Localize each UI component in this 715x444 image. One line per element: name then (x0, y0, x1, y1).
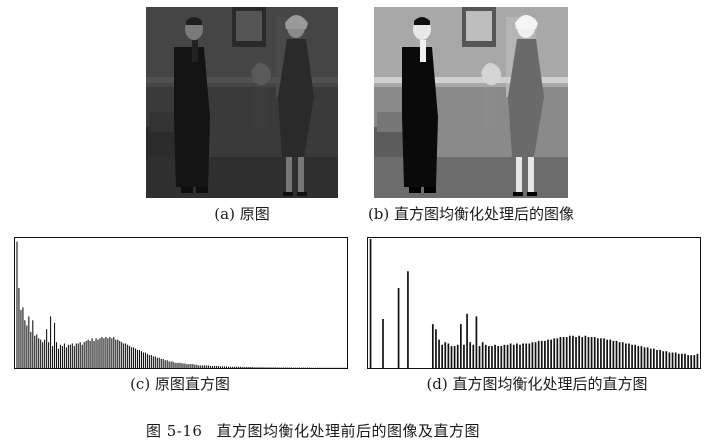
histogram-original (14, 237, 348, 369)
caption-d: (d) 直方图均衡化处理后的直方图 (426, 375, 648, 393)
histogram-original-plot (14, 237, 348, 369)
caption-a: (a) 原图 (214, 205, 270, 223)
histogram-equalized-plot (367, 237, 701, 369)
figure-title: 直方图均衡化处理前后的图像及直方图 (216, 422, 480, 440)
caption-b: (b) 直方图均衡化处理后的图像 (367, 205, 575, 223)
figure-number: 图 5-16 (146, 422, 203, 440)
histogram-equalized (367, 237, 701, 369)
caption-c: (c) 原图直方图 (130, 375, 230, 393)
figure-caption: 图 5-16 直方图均衡化处理前后的图像及直方图 (146, 420, 480, 441)
original-image (146, 7, 338, 198)
equalized-image (374, 7, 568, 198)
